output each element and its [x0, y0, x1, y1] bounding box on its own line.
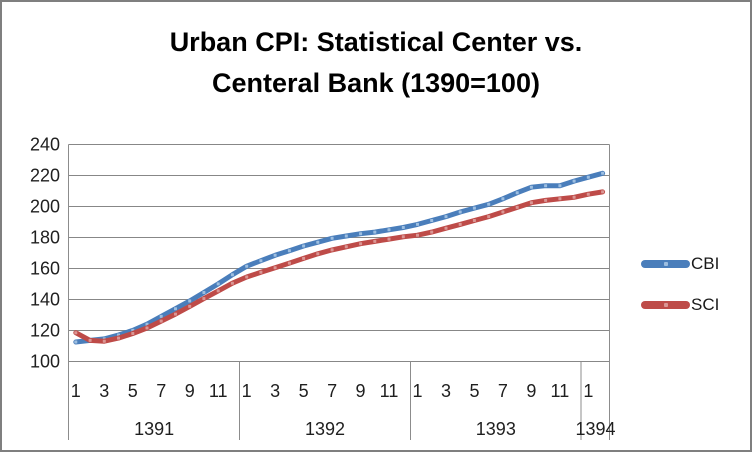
- y-axis-tick-label: 140: [30, 289, 60, 309]
- month-tick-label: 1: [242, 381, 252, 401]
- year-label: 1394: [575, 419, 615, 439]
- legend-label-cbi: CBI: [691, 254, 720, 273]
- month-tick-label: 11: [209, 381, 228, 401]
- sci-marker-icon: [663, 303, 668, 307]
- y-axis-tick-label: 120: [30, 320, 60, 340]
- y-axis-tick-label: 220: [30, 166, 60, 186]
- month-tick-label: 9: [356, 381, 366, 401]
- legend-item-cbi: CBI: [641, 253, 750, 275]
- month-tick-label: 7: [498, 381, 508, 401]
- y-axis-tick-label: 160: [30, 258, 60, 278]
- y-axis-tick-label: 180: [30, 228, 60, 248]
- legend: CBI SCI: [641, 253, 750, 316]
- month-tick-label: 3: [441, 381, 451, 401]
- month-tick-label: 1: [583, 381, 593, 401]
- year-label: 1393: [476, 419, 516, 439]
- sci-line: [73, 189, 606, 344]
- month-tick-label: 5: [299, 381, 309, 401]
- cbi-line-swatch-icon: [641, 260, 690, 268]
- month-tick-label: 1: [412, 381, 422, 401]
- month-tick-label: 7: [156, 381, 166, 401]
- chart-title: Urban CPI: Statistical Center vs. Center…: [2, 22, 750, 104]
- sci-markers: [74, 190, 605, 343]
- y-axis-tick-label: 240: [30, 135, 60, 155]
- month-tick-label: 11: [380, 381, 399, 401]
- month-tick-label: 5: [469, 381, 479, 401]
- y-axis-tick-label: 200: [30, 197, 60, 217]
- month-tick-label: 7: [327, 381, 337, 401]
- month-tick-label: 3: [270, 381, 280, 401]
- month-tick-label: 1: [71, 381, 81, 401]
- month-tick-label: 3: [99, 381, 109, 401]
- cbi-marker-icon: [663, 262, 668, 266]
- cbi-line: [73, 170, 606, 345]
- month-tick-label: 9: [526, 381, 536, 401]
- chart-title-line1: Urban CPI: Statistical Center vs.: [169, 27, 583, 57]
- month-tick-label: 11: [551, 381, 570, 401]
- sci-line-swatch-icon: [641, 301, 690, 309]
- year-label: 1391: [134, 419, 174, 439]
- y-axis-tick-label: 100: [30, 351, 60, 371]
- year-label: 1392: [305, 419, 345, 439]
- legend-label-sci: SCI: [691, 295, 720, 314]
- month-tick-label: 9: [185, 381, 195, 401]
- chart-title-line2: Centeral Bank (1390=100): [212, 68, 540, 98]
- legend-item-sci: SCI: [641, 294, 750, 316]
- month-tick-label: 5: [128, 381, 138, 401]
- cbi-markers: [74, 171, 605, 344]
